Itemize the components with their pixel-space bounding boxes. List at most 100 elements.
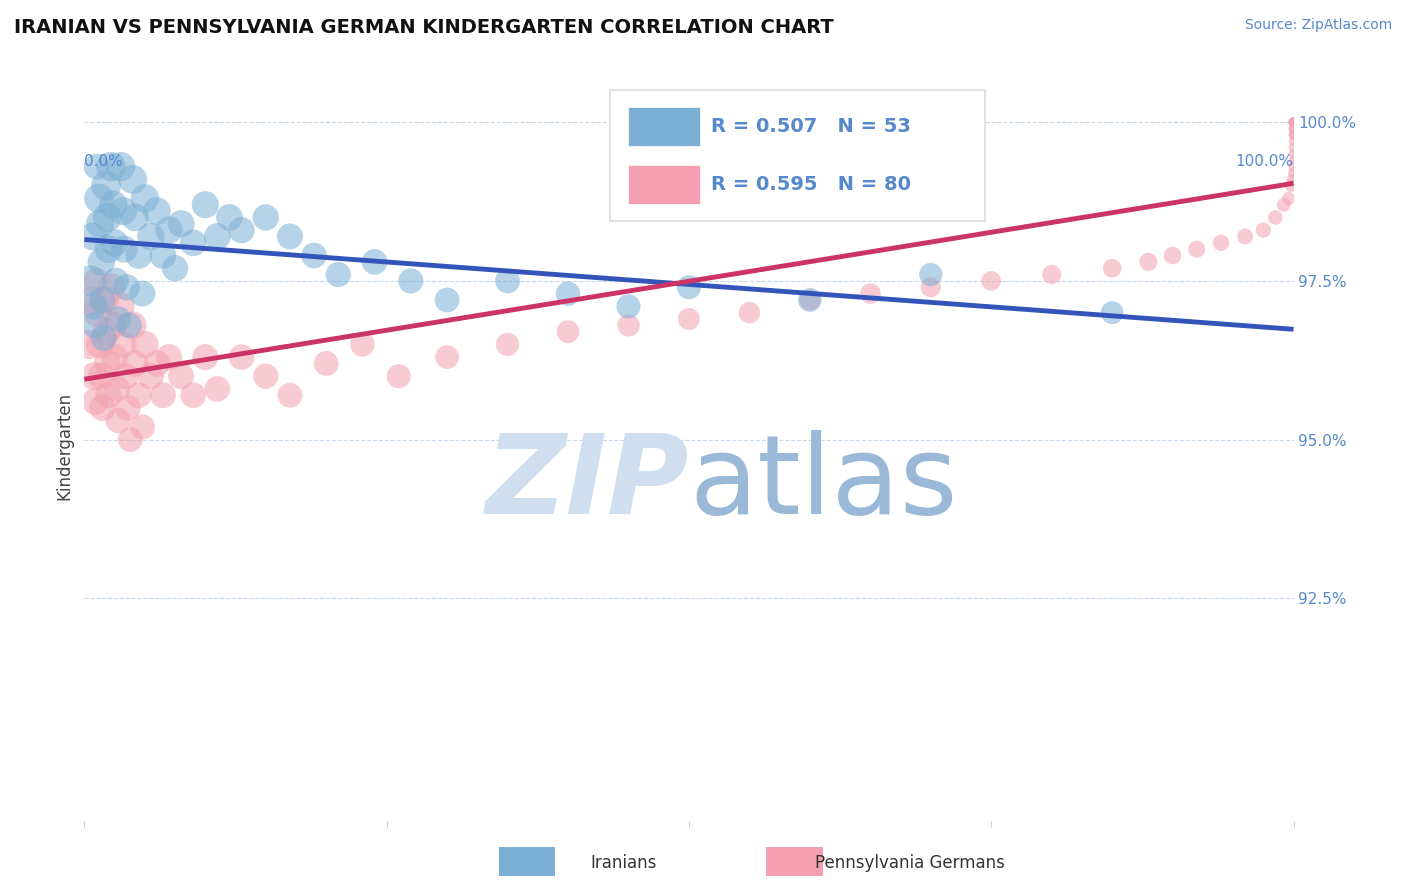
Y-axis label: Kindergarten: Kindergarten [55,392,73,500]
Point [352,337,374,351]
Point [231,223,253,237]
Point [1281,172,1303,186]
Point [86,160,108,174]
Point [165,261,187,276]
Point [97,388,120,402]
Point [104,235,127,250]
Point [170,369,193,384]
Point [146,204,169,219]
Point [77,337,100,351]
Text: ZIP: ZIP [485,430,689,537]
Point [1264,211,1286,225]
Point [124,356,146,370]
Text: R = 0.507   N = 53: R = 0.507 N = 53 [710,118,911,136]
Point [194,197,217,211]
Point [207,229,229,244]
Point [94,293,117,307]
Point [93,331,115,345]
Point [1282,128,1305,142]
Point [1282,115,1305,129]
Point [1278,191,1301,205]
Text: Source: ZipAtlas.com: Source: ZipAtlas.com [1244,18,1392,32]
Point [110,299,132,313]
Point [121,318,143,333]
Point [152,248,174,262]
Point [120,433,142,447]
Text: IRANIAN VS PENNSYLVANIA GERMAN KINDERGARTEN CORRELATION CHART: IRANIAN VS PENNSYLVANIA GERMAN KINDERGAR… [14,18,834,37]
Point [617,318,640,333]
Point [1234,229,1257,244]
Point [1279,178,1302,193]
Point [1282,160,1305,174]
Point [278,388,301,402]
Point [1282,153,1305,168]
Point [107,414,129,428]
Point [104,274,127,288]
Point [94,178,117,193]
Point [134,337,156,351]
Point [617,299,640,313]
Text: atlas: atlas [689,430,957,537]
Point [557,286,579,301]
Point [1272,197,1295,211]
Point [96,211,118,225]
Point [131,420,153,434]
Point [920,268,942,282]
Point [1282,140,1305,154]
Point [278,229,301,244]
Point [678,312,700,326]
Point [859,286,882,301]
Point [1282,134,1305,148]
Point [1209,235,1232,250]
Point [112,204,135,219]
Point [1282,121,1305,136]
Point [139,229,162,244]
Point [96,356,118,370]
Point [181,388,204,402]
Point [89,217,111,231]
Point [231,350,253,364]
Point [90,369,112,384]
Point [86,306,108,320]
Text: Pennsylvania Germans: Pennsylvania Germans [815,855,1005,872]
Point [218,211,240,225]
Point [678,280,700,294]
Point [82,229,104,244]
Text: 0.0%: 0.0% [84,153,124,169]
Point [112,337,135,351]
Point [80,293,103,307]
Point [170,217,193,231]
Point [89,337,111,351]
Point [157,350,180,364]
Point [363,255,385,269]
Point [436,350,458,364]
Point [157,223,180,237]
Point [302,248,325,262]
Point [496,337,519,351]
Point [100,280,122,294]
Point [105,382,128,396]
Point [1161,248,1184,262]
Point [91,293,114,307]
Text: Iranians: Iranians [591,855,657,872]
Point [1040,268,1063,282]
Point [194,350,217,364]
Point [128,388,150,402]
Point [1137,255,1160,269]
Point [399,274,422,288]
Point [84,318,107,333]
Text: R = 0.595   N = 80: R = 0.595 N = 80 [710,175,911,194]
Point [436,293,458,307]
Point [87,191,110,205]
Point [1101,261,1123,276]
Point [1282,115,1305,129]
Point [1282,115,1305,129]
Point [980,274,1002,288]
Point [315,356,337,370]
Point [1282,115,1305,129]
Point [1282,147,1305,161]
Point [388,369,411,384]
Point [103,197,125,211]
Point [1101,306,1123,320]
Point [207,382,229,396]
